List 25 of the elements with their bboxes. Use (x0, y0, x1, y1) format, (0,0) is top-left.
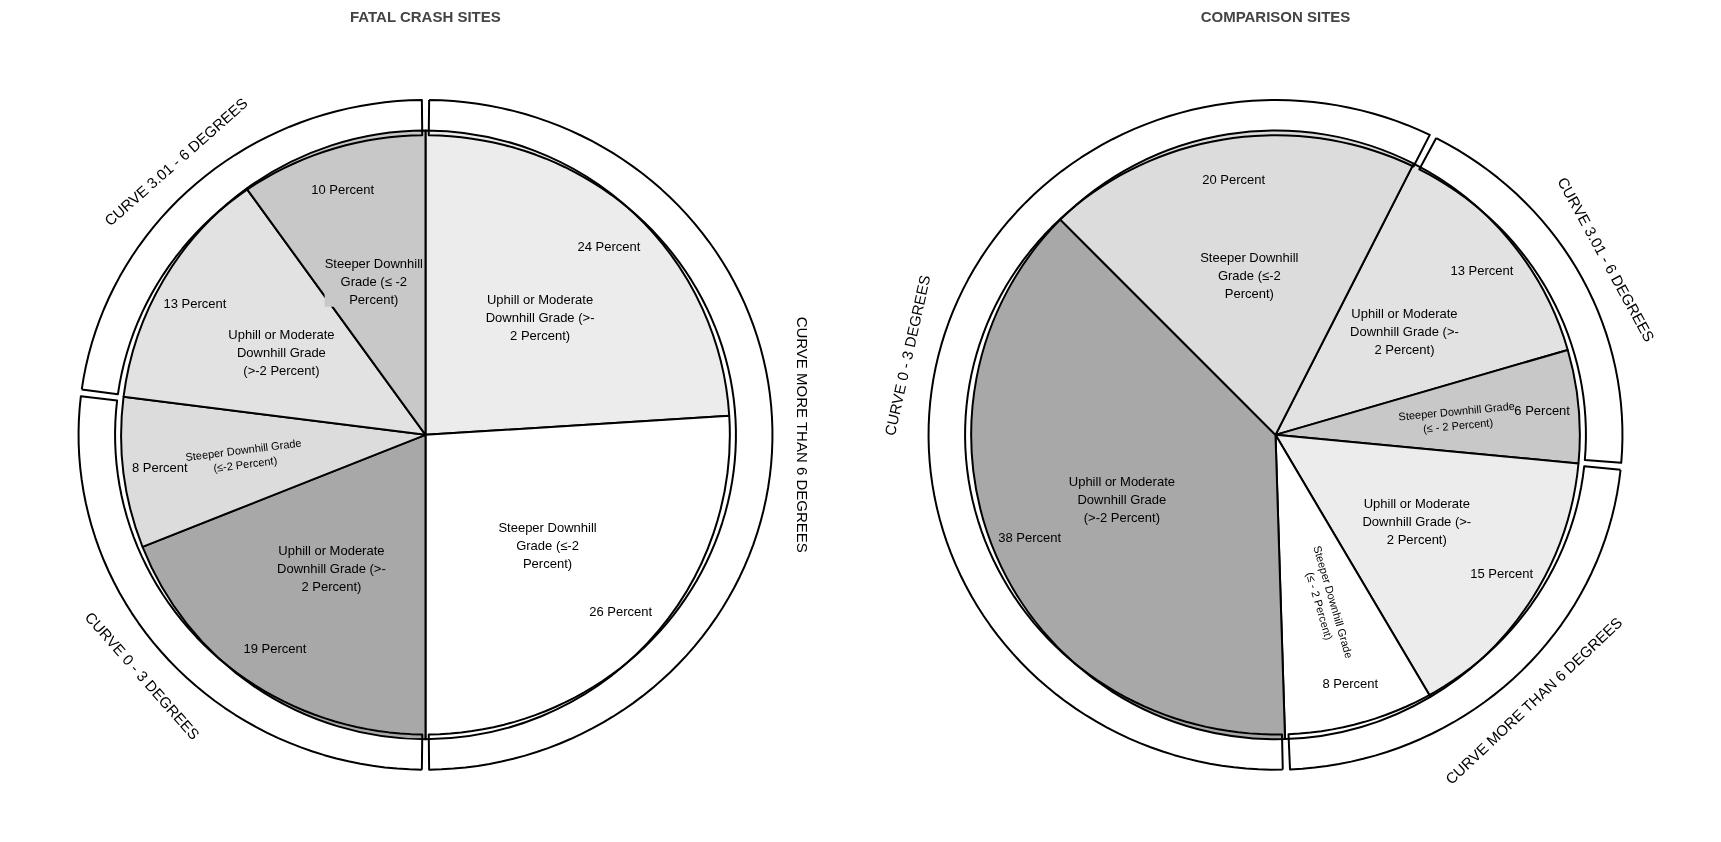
data-label: 19 Percent (243, 641, 307, 657)
slice-label: Steeper Downhill Grade (≤-2 Percent) (1200, 249, 1299, 301)
slice-label: Uphill or Moderate Downhill Grade (>-2 Percent) (228, 327, 335, 379)
data-label: 26 Percent (589, 604, 653, 620)
data-label: 8 Percent (1322, 675, 1379, 691)
data-label: 15 Percent (1470, 565, 1534, 581)
slice-label: Uphill or Moderate Downhill Grade (>- 2 Percent) (1350, 306, 1459, 358)
data-label: 24 Percent (577, 238, 641, 254)
slice-label: Steeper Downhill Grade (≤-2 Percent) (498, 519, 597, 571)
slice-label: Steeper Downhill Grade (≤ - 2 Percent) (1397, 399, 1516, 435)
chart-title: COMPARISON SITES (1200, 7, 1351, 25)
slice-label: Uphill or Moderate Downhill Grade (>- 2 Percent) (1362, 495, 1472, 547)
slice-label: Uphill or Moderate Downhill Grade (>-2 Percent) (1068, 473, 1175, 525)
data-label: 13 Percent (1450, 262, 1514, 278)
data-label: 20 Percent (1202, 172, 1266, 188)
data-label: 6 Percent (1514, 403, 1571, 419)
data-label: 38 Percent (998, 530, 1062, 545)
chart-title: FATAL CRASH SITES (349, 7, 501, 25)
slice-label: Uphill or Moderate Downhill Grade (>- 2 Percent) (485, 291, 595, 343)
data-label: 8 Percent (131, 459, 188, 475)
text: CURVE MORE THAN 6 DEGREES (794, 316, 812, 553)
slice-label: Steeper Downhill Grade (≤ -2 Percent) (324, 255, 424, 307)
data-label: 13 Percent (163, 295, 227, 311)
data-label: 10 Percent (311, 181, 375, 197)
slice-label: Uphill or Moderate Downhill Grade (>- 2 Percent) (277, 542, 386, 594)
